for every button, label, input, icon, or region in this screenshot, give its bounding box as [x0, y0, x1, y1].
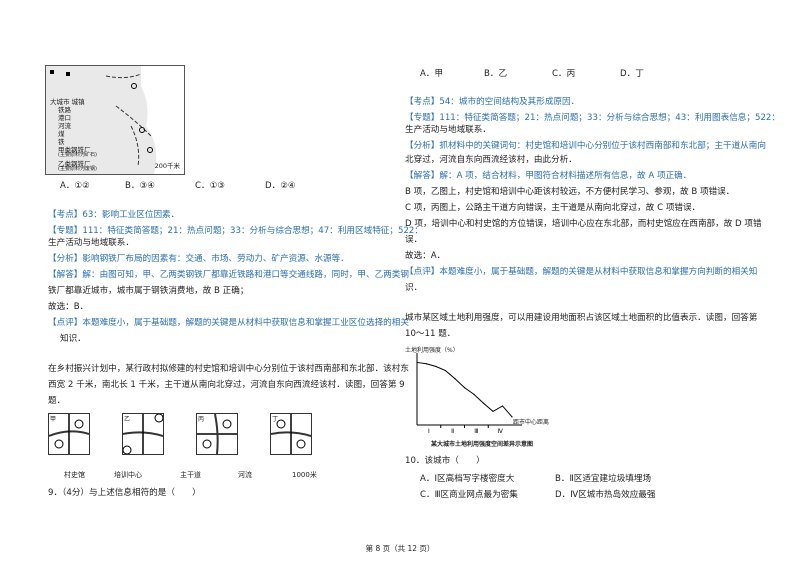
fenxi: 【分析】抓材料中的关键词句：村史馆和培训中心分别位于该村西南部和东北部；主干道从… [405, 141, 766, 151]
option-a: A．甲 [420, 69, 444, 79]
q9-stem: 在乡村振兴计划中，某行政村拟修建的村史馆和培训中心分别位于该村西南部和东北部．该… [48, 364, 409, 374]
panel-bing: 丙 [196, 413, 238, 455]
page-footer: 第 8 页（共 12 页） [365, 544, 435, 553]
legend-river: 河流 [238, 471, 252, 479]
q9-stem: 题． [48, 396, 66, 406]
legend-text: 铁 [58, 138, 65, 146]
zhuanti-cont: 生产活动与地域联系． [48, 238, 134, 248]
chart-point [463, 387, 466, 389]
dianping-cont: 识． [405, 283, 423, 293]
option-b: B．乙 [484, 69, 508, 79]
option-d: D．丁 [620, 69, 644, 79]
jieda-d: D 项，培训中心和村史馆的方位错误，培训中心应在东北部，而村史馆应在西南部，故 … [405, 219, 762, 229]
panel-jia: 甲 [48, 413, 90, 455]
panel-label: 乙 [124, 416, 131, 423]
option-a: A．Ⅰ区高档写字楼密度大 [420, 474, 515, 484]
option-d: D．Ⅳ区城市热岛效应最强 [555, 490, 656, 500]
jieda-c: C 项，丙图上，公路主干道方向错误，主干道是从南向北穿过，故 C 项错误． [405, 203, 701, 213]
q10-stem: 城市某区域土地利用强度，可以用建设用地面积占该区域土地面积的比值表示．读图，回答… [405, 313, 758, 323]
answer: 故选：A． [405, 251, 446, 261]
jieda-d-cont: 误． [405, 235, 423, 245]
jieda: 【解答】解：由图可知，甲、乙两类钢铁厂都靠近铁路和港口等交通线路，同时，甲、乙两… [48, 270, 409, 280]
jieda-cont: 铁厂都靠近城市，城市属于钢铁消费地，故 B 正确； [48, 286, 249, 296]
fenxi-cont: 北穿过，河流自东向西流经该村，由此分析． [405, 155, 577, 165]
chart-zone-label: Ⅱ [451, 428, 454, 435]
panel-label: 丁 [272, 416, 279, 423]
chart-point [425, 363, 428, 365]
option-b: B．③④ [125, 181, 155, 191]
chart-point [444, 370, 447, 372]
jieda-b: B 项，乙图上，村史馆和培训中心距该村较远，不方便村民学习、参观，故 B 项错误… [405, 187, 735, 197]
legend-text: 煤 [58, 130, 65, 138]
legend-main-road: 主干道 [180, 471, 201, 479]
q9-question: 9．（4分）与上述信息相符的是（ ） [48, 488, 201, 498]
option-c: C．①③ [195, 181, 226, 191]
panel-ding: 丁 [270, 413, 312, 455]
option-c: C．Ⅲ区商业网点最为密集 [420, 490, 518, 500]
legend-text: 大城市 城镇 [50, 98, 85, 106]
chart-point [501, 405, 504, 407]
chart-xlabel: 距市中心距离 [513, 419, 550, 426]
legend-text: (主要原料为废钢) [58, 166, 97, 172]
land-use-chart: 土地利用强度（%） Ⅰ Ⅱ Ⅲ Ⅳ 距市中心距离 某大城市土地利用强度空间差异示意图 [405, 345, 605, 450]
chart-point [492, 410, 494, 412]
map-scale: 200千米 [154, 162, 180, 170]
chart-zone-label: Ⅲ [474, 428, 478, 435]
chart-caption: 某大城市土地利用强度空间差异示意图 [431, 441, 534, 448]
option-c: C．丙 [552, 69, 576, 79]
zhuanti: 【专题】111：特征类简答题；21：热点问题；33：分析与综合思想；47：利用区… [48, 226, 423, 236]
panel-yi: 乙 [122, 413, 164, 455]
kaodian: 【考点】63：影响工业区位因素． [48, 210, 180, 220]
legend-text: 乙类钢铁厂 [58, 160, 91, 168]
zhuanti-cont: 生产活动与地域联系． [405, 125, 491, 135]
q9-stem: 西宽 2 千米，南北长 1 千米，主干道从南向北穿过，河流自东向西流经该村．读图… [48, 380, 405, 390]
dianping-cont: 知识． [60, 334, 86, 344]
zhuanti: 【专题】111：特征类简答题；21：热点问题；33：分析与综合思想；43：利用图… [405, 113, 780, 123]
panel-label: 甲 [50, 416, 57, 423]
answer: 故选：B． [48, 302, 89, 312]
q10-stem: 10～11 题． [405, 329, 456, 339]
chart-point [454, 378, 456, 380]
legend-text: 港口 [58, 114, 71, 122]
legend-text: 河流 [58, 122, 71, 130]
panel-label: 丙 [198, 416, 205, 423]
option-b: B．Ⅱ区适宜建垃圾填埋场 [555, 474, 652, 484]
chart-zone-label: Ⅳ [497, 428, 503, 435]
legend-text: 甲类钢铁厂 [58, 146, 91, 154]
legend-text: (主要原料为矿石) [58, 152, 97, 158]
chart-point [473, 393, 475, 395]
option-d: D．②④ [265, 181, 296, 191]
legend-village-museum: 村史馆 [64, 471, 85, 479]
chart-point [416, 361, 418, 364]
chart-ylabel: 土地利用强度（%） [405, 347, 459, 354]
jieda: 【解答】解：A 项，结合材料，甲图符合材料描述所有信息，故 A 项正确． [405, 171, 692, 181]
fenxi: 【分析】影响钢铁厂布局的因素有：交通、市场、劳动力、矿产资源、水源等． [48, 254, 349, 264]
q10-question: 10．该城市（ ） [405, 456, 485, 466]
dianping: 【点评】本题难度小，属于基础题，解题的关键是从材料中获取信息和掌握工业区位选择的… [48, 318, 409, 328]
legend-training-center: 培训中心 [114, 471, 142, 479]
steel-map-figure: 大城市 城镇 铁路 港口 河流 煤 铁 甲类钢铁厂 (主要原料为矿石) 乙类钢铁… [45, 65, 185, 175]
chart-point [482, 402, 485, 404]
chart-point [435, 365, 437, 368]
chart-zone-label: Ⅰ [428, 428, 430, 435]
steel-map [50, 66, 184, 174]
chart-svg: Ⅰ Ⅱ Ⅲ Ⅳ [416, 353, 522, 435]
chart-series-line [416, 361, 513, 418]
legend-scale: 1000米 [292, 471, 317, 479]
chart-point [511, 416, 513, 418]
kaodian: 【考点】54：城市的空间结构及其形成原因． [405, 97, 580, 107]
dianping: 【点评】本题难度小，属于基础题，解题的关键是从材料中获取信息和掌握方向判断的相关… [405, 267, 758, 277]
option-a: A．①② [60, 181, 90, 191]
legend-text: 铁路 [58, 106, 71, 114]
